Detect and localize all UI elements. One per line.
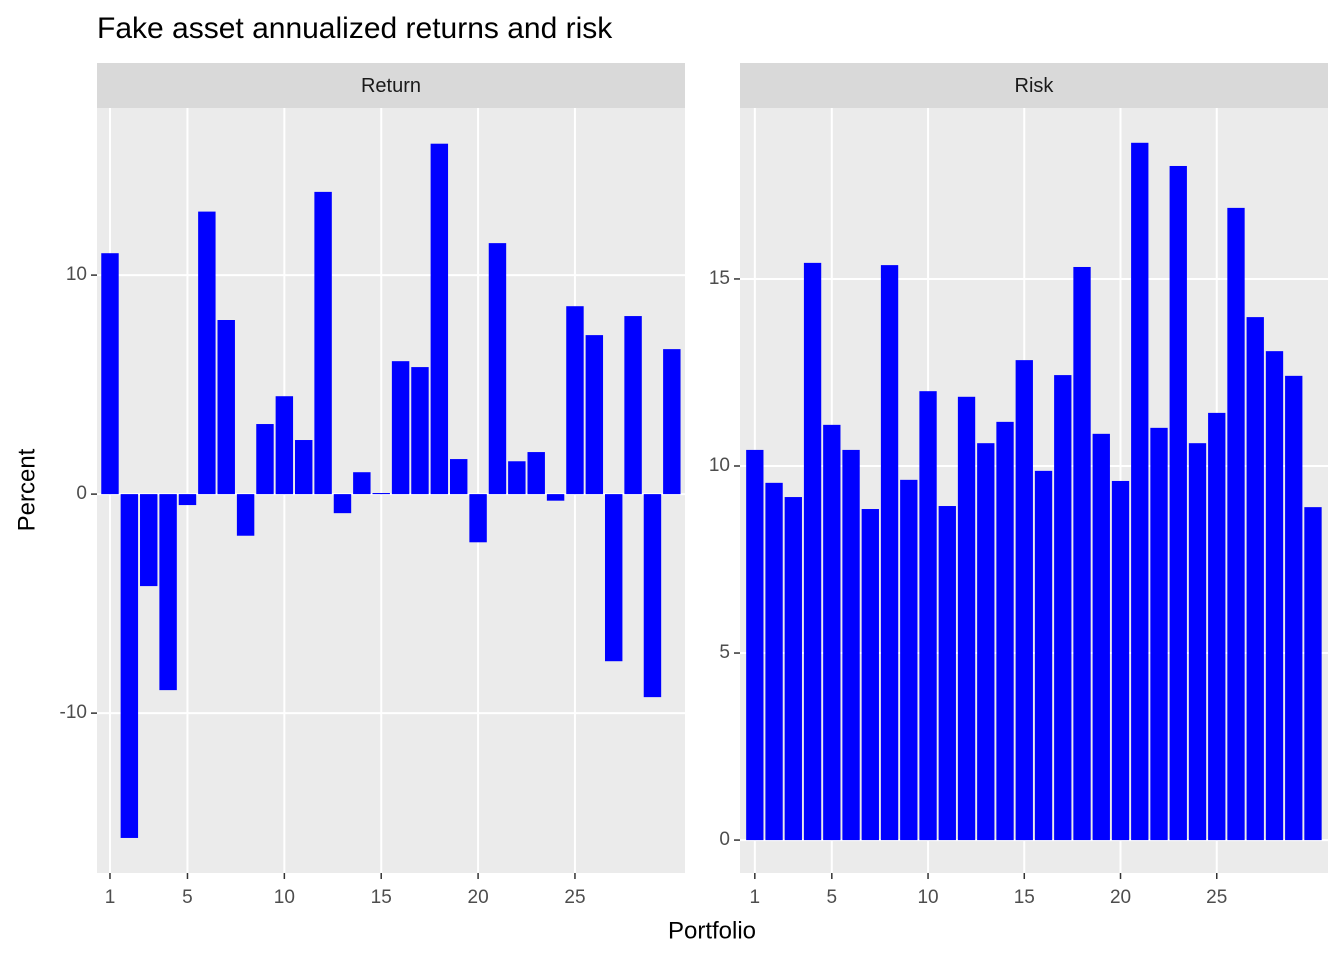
bar [1054,375,1072,841]
bar [256,424,274,495]
bar [1169,165,1187,841]
bar [469,494,487,543]
bar [977,443,995,841]
bar [765,482,783,841]
bar [101,253,119,495]
bar [663,349,681,495]
bar [1015,360,1033,841]
bar [527,452,545,495]
bar [746,449,764,841]
strip-label: Return [361,75,421,97]
x-axis-label: Portfolio [668,917,756,944]
bar [624,316,642,495]
bar [900,479,918,841]
x-tick-label: 1 [105,887,116,908]
y-tick-label: 15 [709,268,730,289]
bar [275,396,294,495]
bar [919,391,937,841]
bar [566,306,584,495]
bar [1131,142,1149,841]
bar [1304,507,1322,841]
bar [295,440,313,495]
bar [120,494,139,838]
strip-label: Risk [1015,75,1055,97]
bar [604,494,623,662]
bar [880,265,899,841]
bar [449,459,468,495]
bar [938,506,956,841]
bar [842,449,860,841]
bar [333,494,352,514]
bar [411,367,429,495]
bar [1034,470,1053,841]
bar [198,211,216,495]
bar [784,497,802,841]
bar [236,494,255,536]
bar [140,494,158,587]
bar [1265,351,1284,841]
bar [1246,317,1264,841]
bar [996,421,1014,841]
bar [1092,433,1110,841]
x-tick-label: 25 [564,887,585,908]
bar [1150,427,1168,841]
bar [1208,412,1226,841]
bar [353,472,371,495]
bar [430,143,449,495]
x-tick-label: 20 [1110,887,1131,908]
y-tick-label: 5 [719,642,730,663]
chart-title: Fake asset annualized returns and risk [97,12,613,45]
bar [1111,480,1130,841]
bar [217,320,235,495]
bar [159,494,177,691]
bar [1073,266,1091,841]
y-tick-label: 0 [76,483,87,504]
y-tick-label: 10 [709,455,730,476]
y-axis-label: Percent [13,448,40,531]
bar [803,262,822,841]
x-tick-label: 20 [468,887,489,908]
bar [178,494,197,506]
y-tick-label: 0 [719,829,730,850]
x-tick-label: 15 [1014,887,1035,908]
x-tick-label: 1 [750,887,761,908]
x-tick-label: 15 [371,887,392,908]
bar [823,424,841,841]
bar [585,335,604,495]
strip [740,63,1328,108]
y-tick-label: -10 [60,702,87,723]
bar [391,361,410,495]
bar [1285,375,1303,841]
x-tick-label: 25 [1206,887,1227,908]
strip [97,63,685,108]
x-tick-label: 5 [182,887,193,908]
bar [957,396,976,841]
bar [314,191,332,495]
bar [508,461,526,495]
bar [861,509,879,841]
x-tick-label: 10 [917,887,938,908]
x-tick-label: 5 [827,887,838,908]
bar [1188,443,1207,841]
bar [488,243,507,495]
bar [546,494,565,501]
y-tick-label: 10 [66,264,87,285]
x-tick-label: 10 [274,887,295,908]
bar [1227,207,1245,841]
bar [643,494,662,698]
bar [372,493,390,495]
